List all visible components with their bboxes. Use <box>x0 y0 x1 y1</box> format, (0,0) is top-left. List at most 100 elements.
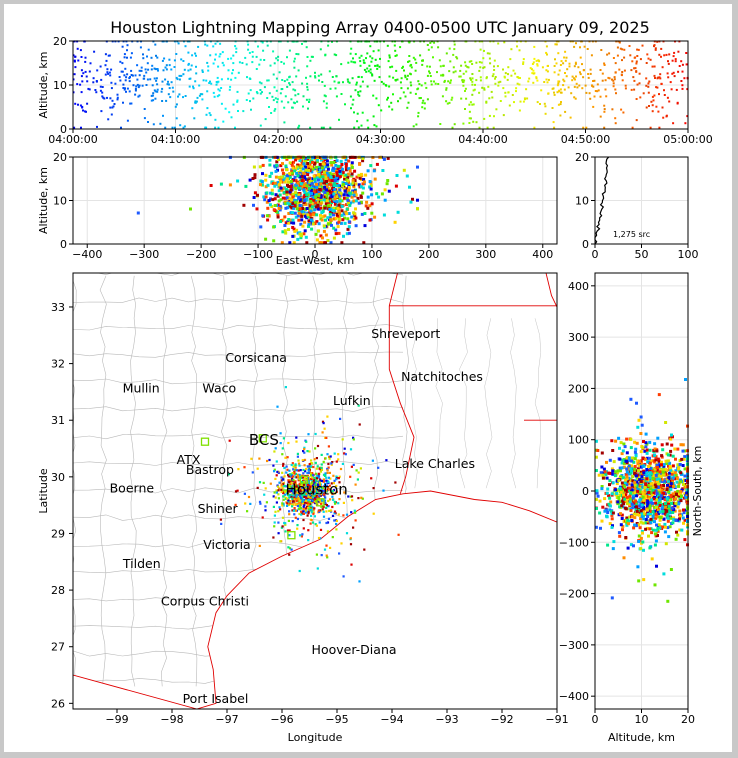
data-point <box>423 107 426 110</box>
data-point <box>314 205 318 209</box>
data-point <box>307 482 311 485</box>
data-point <box>311 491 314 494</box>
data-point <box>327 44 330 47</box>
data-point <box>284 202 288 206</box>
data-point <box>318 467 321 470</box>
data-point <box>202 79 205 82</box>
data-point <box>630 466 634 469</box>
data-point <box>329 161 333 165</box>
data-point <box>104 73 107 76</box>
data-point <box>314 497 317 501</box>
data-point <box>608 77 611 80</box>
data-point <box>677 519 681 523</box>
data-point <box>296 174 300 178</box>
data-point <box>682 511 686 515</box>
data-point <box>341 171 345 175</box>
data-point <box>292 487 295 490</box>
data-point <box>288 479 291 482</box>
data-point <box>335 54 338 57</box>
data-point <box>368 204 372 208</box>
data-point <box>636 492 640 496</box>
data-point <box>318 495 321 498</box>
data-point <box>302 498 305 502</box>
data-point <box>388 54 391 57</box>
data-point <box>173 59 176 62</box>
data-point <box>85 75 88 78</box>
data-point <box>293 469 297 472</box>
data-point <box>282 498 285 501</box>
data-point <box>335 519 338 522</box>
data-point <box>575 75 577 78</box>
data-point <box>297 459 300 462</box>
data-point <box>614 122 617 125</box>
data-point <box>610 596 614 600</box>
data-point <box>658 476 661 480</box>
data-point <box>272 50 275 53</box>
data-point <box>304 511 307 514</box>
data-point <box>471 77 474 80</box>
data-point <box>302 472 305 475</box>
x-tick-label: 200 <box>418 248 439 261</box>
data-point <box>604 472 608 476</box>
data-point <box>129 56 132 59</box>
data-point <box>292 88 295 91</box>
data-point <box>684 479 688 482</box>
data-point <box>368 64 371 67</box>
data-point <box>273 521 276 524</box>
data-point <box>621 499 625 503</box>
lma-station <box>287 531 296 540</box>
data-point <box>640 423 644 427</box>
data-point <box>346 176 350 180</box>
data-point <box>418 97 421 100</box>
data-point <box>459 75 462 78</box>
data-point <box>678 517 681 521</box>
ew-panel-grid <box>73 157 557 244</box>
data-point <box>278 71 281 74</box>
data-point <box>120 126 122 129</box>
data-point <box>165 99 168 102</box>
data-point <box>123 88 126 91</box>
data-point <box>339 191 343 195</box>
data-point <box>340 63 343 66</box>
data-point <box>149 78 152 81</box>
data-point <box>364 204 368 208</box>
data-point <box>371 74 374 77</box>
data-point <box>291 202 295 206</box>
data-point <box>282 478 285 481</box>
data-point <box>125 90 127 93</box>
data-point <box>289 180 293 183</box>
data-point <box>333 80 336 83</box>
parish-line <box>484 318 493 489</box>
data-point <box>333 187 337 191</box>
data-point <box>302 232 306 236</box>
data-point <box>351 77 354 80</box>
data-point <box>318 168 322 172</box>
data-point <box>680 494 683 498</box>
data-point <box>641 44 644 47</box>
data-point <box>244 502 247 505</box>
data-point <box>73 59 76 62</box>
data-point <box>653 442 657 446</box>
data-point <box>494 77 496 80</box>
data-point <box>345 532 349 535</box>
data-point <box>303 479 306 482</box>
county-line <box>73 279 77 687</box>
data-point <box>593 79 596 82</box>
data-point <box>452 71 455 74</box>
data-point <box>319 470 322 473</box>
data-point <box>659 476 663 480</box>
data-point <box>285 177 289 181</box>
data-point <box>683 449 687 453</box>
data-point <box>635 98 638 100</box>
data-point <box>494 76 497 78</box>
data-point <box>300 484 304 487</box>
data-point <box>302 95 305 98</box>
data-point <box>286 494 289 497</box>
data-point <box>281 504 284 507</box>
data-point <box>327 445 330 448</box>
data-point <box>386 156 390 160</box>
data-point <box>683 518 687 522</box>
data-point <box>332 161 336 164</box>
data-point <box>360 124 363 127</box>
data-point <box>419 54 422 57</box>
